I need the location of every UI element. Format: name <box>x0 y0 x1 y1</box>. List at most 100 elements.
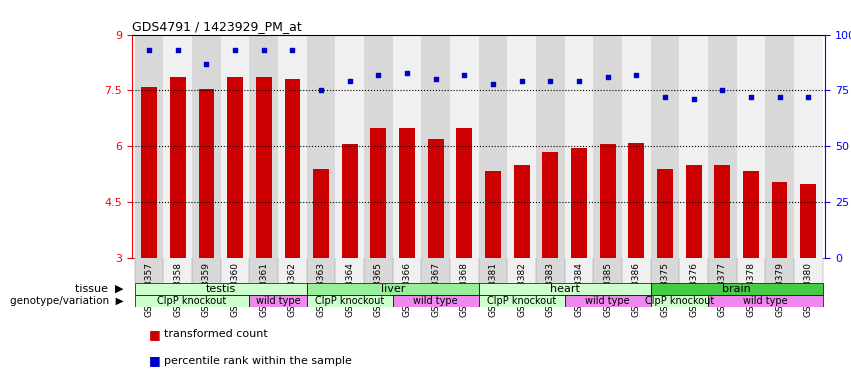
Bar <box>794 35 823 258</box>
Bar <box>737 35 765 258</box>
Bar <box>737 258 765 283</box>
Bar <box>622 35 651 258</box>
Bar <box>141 87 157 258</box>
Point <box>572 78 585 84</box>
Bar <box>284 79 300 258</box>
Point <box>200 61 214 67</box>
Text: GSM988357: GSM988357 <box>145 262 153 317</box>
Bar <box>651 35 679 258</box>
Bar <box>651 258 679 283</box>
Text: ■: ■ <box>149 328 165 341</box>
Point <box>802 94 815 100</box>
Bar <box>765 258 794 283</box>
Text: heart: heart <box>550 284 580 294</box>
Text: wild type: wild type <box>414 296 458 306</box>
Bar <box>714 165 730 258</box>
Text: GSM988368: GSM988368 <box>460 262 469 317</box>
Point <box>142 47 156 53</box>
Bar <box>536 35 565 258</box>
Point <box>257 47 271 53</box>
Point <box>773 94 786 100</box>
Bar <box>679 35 708 258</box>
Bar <box>163 35 192 258</box>
Text: GSM988376: GSM988376 <box>689 262 698 317</box>
Bar <box>478 283 651 295</box>
Text: GSM988385: GSM988385 <box>603 262 612 317</box>
Bar <box>399 127 415 258</box>
Bar <box>256 78 271 258</box>
Text: wild type: wild type <box>256 296 300 306</box>
Text: liver: liver <box>380 284 405 294</box>
Bar <box>536 258 565 283</box>
Bar <box>313 169 329 258</box>
Point <box>630 72 643 78</box>
Bar <box>708 35 737 258</box>
Text: wild type: wild type <box>743 296 787 306</box>
Bar <box>651 295 708 307</box>
Bar <box>306 295 392 307</box>
Text: GSM988362: GSM988362 <box>288 262 297 316</box>
Bar <box>743 170 759 258</box>
Bar <box>249 35 278 258</box>
Bar <box>478 35 507 258</box>
Bar <box>421 35 450 258</box>
Point <box>372 72 386 78</box>
Text: GSM988367: GSM988367 <box>431 262 440 317</box>
Text: GSM988378: GSM988378 <box>746 262 756 317</box>
Bar <box>565 295 651 307</box>
Bar <box>220 35 249 258</box>
Point <box>314 87 328 93</box>
Bar <box>686 165 701 258</box>
Point <box>544 78 557 84</box>
Text: GSM988386: GSM988386 <box>631 262 641 317</box>
Text: GSM988375: GSM988375 <box>660 262 670 317</box>
Bar <box>392 258 421 283</box>
Text: GSM988379: GSM988379 <box>775 262 784 317</box>
Bar <box>134 35 163 258</box>
Text: testis: testis <box>206 284 236 294</box>
Text: GSM988360: GSM988360 <box>231 262 240 317</box>
Text: wild type: wild type <box>585 296 630 306</box>
Bar <box>651 283 823 295</box>
Bar <box>622 258 651 283</box>
Bar <box>278 258 306 283</box>
Bar <box>628 142 644 258</box>
Bar <box>478 295 565 307</box>
Point <box>744 94 757 100</box>
Bar <box>220 258 249 283</box>
Bar <box>565 258 593 283</box>
Bar <box>278 35 306 258</box>
Bar <box>342 144 357 258</box>
Bar <box>507 35 536 258</box>
Bar <box>134 295 249 307</box>
Bar <box>772 182 787 258</box>
Bar <box>249 258 278 283</box>
Bar <box>134 258 163 283</box>
Bar <box>392 35 421 258</box>
Bar <box>478 258 507 283</box>
Bar <box>170 78 186 258</box>
Bar <box>306 35 335 258</box>
Text: GSM988380: GSM988380 <box>804 262 813 317</box>
Bar <box>794 258 823 283</box>
Text: GSM988359: GSM988359 <box>202 262 211 317</box>
Bar <box>600 144 615 258</box>
Bar <box>565 35 593 258</box>
Bar <box>335 258 364 283</box>
Text: GDS4791 / 1423929_PM_at: GDS4791 / 1423929_PM_at <box>132 20 301 33</box>
Bar <box>593 35 622 258</box>
Bar <box>542 152 558 258</box>
Text: ■: ■ <box>149 354 165 367</box>
Point <box>486 81 500 87</box>
Text: brain: brain <box>722 284 751 294</box>
Point <box>228 47 242 53</box>
Text: ClpP knockout: ClpP knockout <box>315 296 385 306</box>
Bar <box>801 184 816 258</box>
Bar <box>364 258 392 283</box>
Bar <box>571 148 587 258</box>
Text: genotype/variation  ▶: genotype/variation ▶ <box>9 296 123 306</box>
Bar <box>370 127 386 258</box>
Bar <box>456 127 472 258</box>
Text: ClpP knockout: ClpP knockout <box>157 296 226 306</box>
Point <box>171 47 185 53</box>
